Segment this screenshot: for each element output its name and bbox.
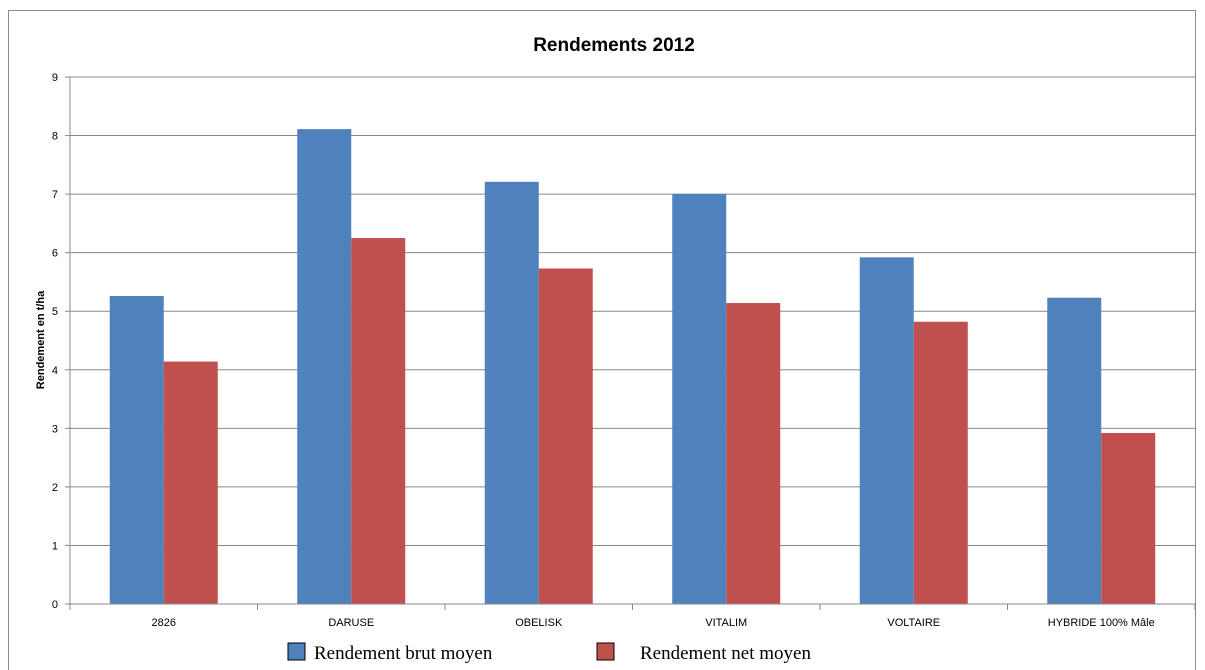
x-tick-label: DARUSE	[328, 617, 374, 629]
bar-brut-4	[672, 194, 727, 604]
bar-net-2	[351, 238, 406, 604]
x-tick-label: VITALIM	[705, 617, 747, 629]
axes: 0 1 2 3 4 5 6 7 8 9 2826 DARUSE OBELISK VITALIM VOLTAI…	[52, 72, 1196, 629]
bar-net-3	[538, 268, 593, 604]
x-tick-label: 2826	[152, 617, 176, 629]
x-tick-label: OBELISK	[515, 617, 563, 629]
y-tick-label: 6	[52, 248, 58, 260]
bar-net-5	[913, 321, 968, 604]
legend-swatch-net	[596, 642, 615, 661]
y-tick-label: 1	[52, 540, 58, 552]
bar-brut-1	[109, 295, 164, 604]
bar-brut-3	[484, 181, 539, 604]
bar-net-1	[163, 361, 218, 604]
bar-net-6	[1101, 433, 1156, 604]
bars	[109, 129, 1156, 604]
x-tick-label: HYBRIDE 100% Mâle	[1048, 617, 1155, 629]
bar-brut-6	[1047, 297, 1102, 604]
legend-label-brut: Rendement brut moyen	[314, 643, 493, 664]
y-tick-label: 0	[52, 599, 58, 611]
legend: Rendement brut moyen Rendement net moyen	[287, 642, 811, 664]
y-tick-label: 3	[52, 423, 58, 435]
y-tick-label: 2	[52, 482, 58, 494]
legend-label-net: Rendement net moyen	[640, 643, 811, 664]
gridlines	[70, 76, 1195, 546]
y-tick-label: 4	[52, 365, 58, 377]
y-tick-label: 9	[52, 72, 58, 84]
bar-brut-5	[859, 257, 914, 604]
y-tick-label: 8	[52, 131, 58, 143]
bar-net-4	[726, 303, 781, 604]
y-axis-label: Rendement en t/ha	[35, 290, 47, 389]
bar-brut-2	[297, 129, 352, 604]
y-tick-label: 7	[52, 189, 58, 201]
legend-swatch-brut	[287, 642, 306, 661]
chart-title: Rendements 2012	[533, 35, 695, 56]
y-tick-label: 5	[52, 306, 58, 318]
x-tick-label: VOLTAIRE	[887, 617, 940, 629]
